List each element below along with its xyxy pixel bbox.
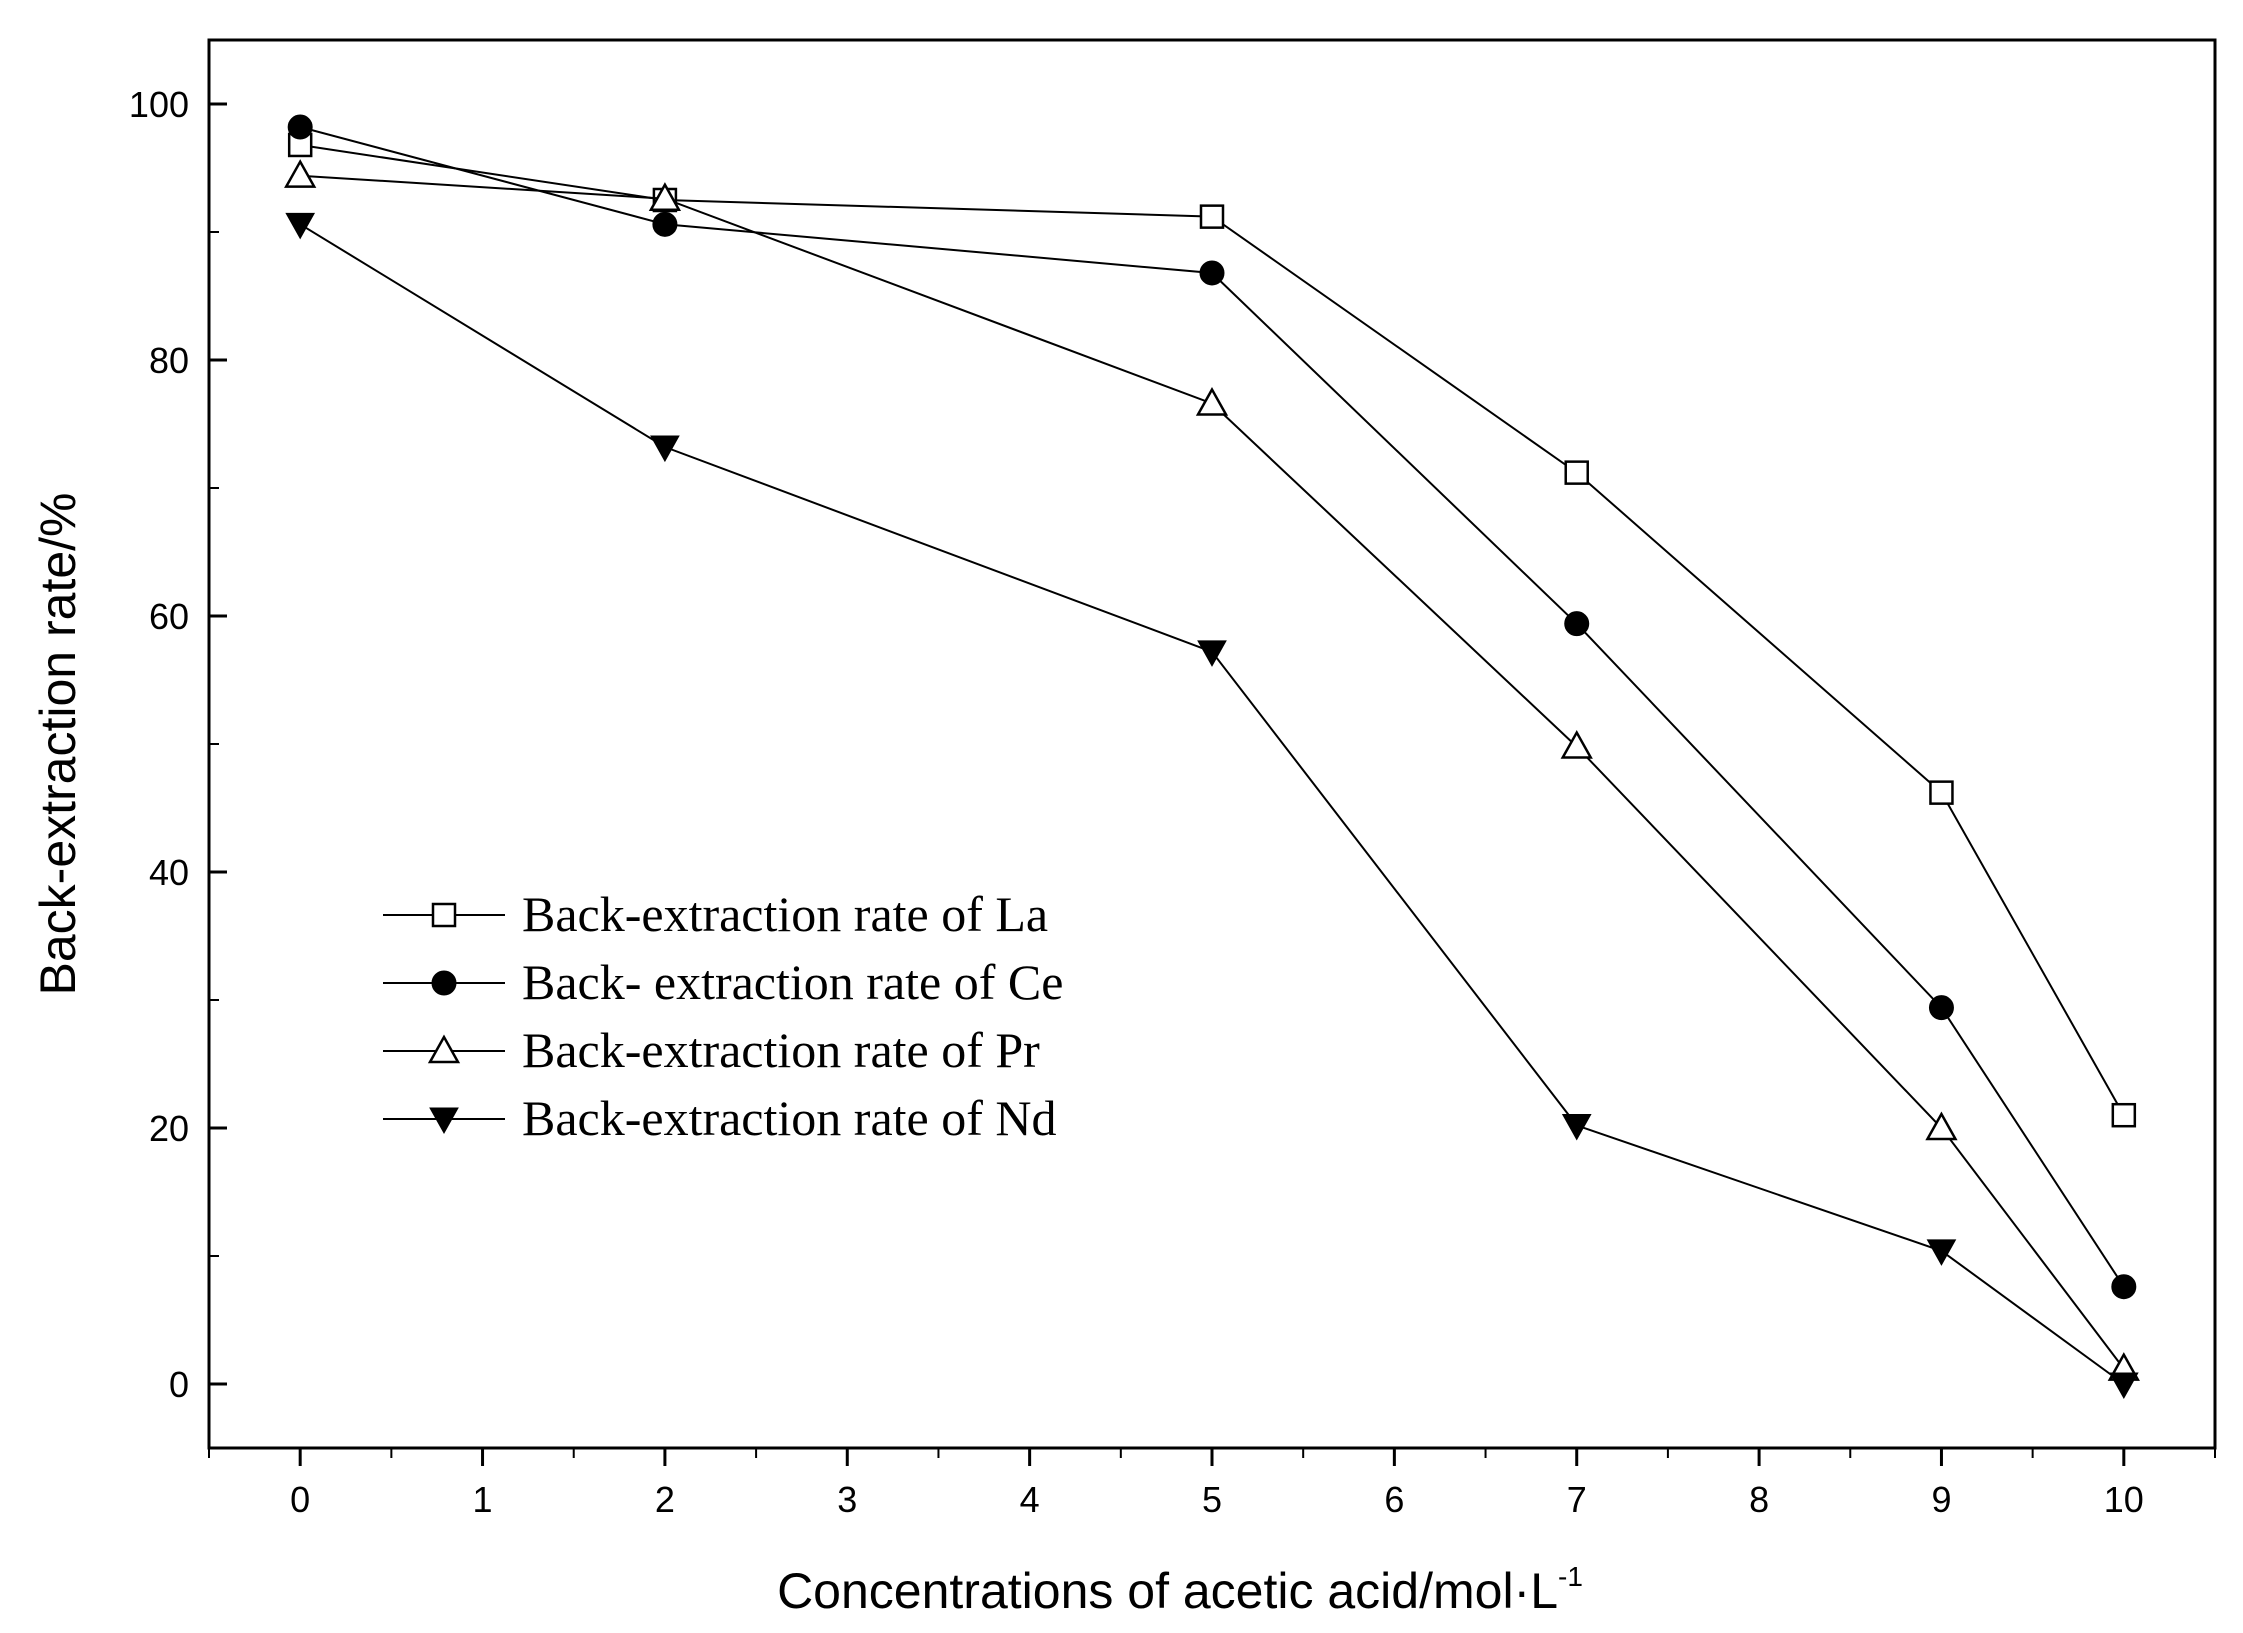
legend-item: Back-extraction rate of La (383, 886, 1048, 942)
series-4 (285, 212, 2139, 1400)
x-tick-label: 2 (655, 1479, 675, 1520)
legend-item: Back- extraction rate of Ce (383, 954, 1063, 1010)
data-point (287, 114, 313, 140)
series-2 (287, 114, 2137, 1300)
data-point (1929, 780, 1954, 805)
series-line (299, 126, 2125, 1288)
y-tick-label: 20 (149, 1108, 189, 1149)
data-point (1925, 1111, 1958, 1141)
x-axis-title-superscript: -1 (1558, 1561, 1583, 1592)
data-point (1564, 460, 1589, 485)
data-point (1561, 1113, 1592, 1141)
y-axis-title: Back-extraction rate/% (30, 493, 86, 996)
x-tick-label: 8 (1749, 1479, 1769, 1520)
data-point (1199, 204, 1225, 229)
data-point (1560, 730, 1593, 759)
y-tick-label: 100 (129, 84, 189, 125)
plot-frame (207, 38, 2217, 1450)
data-point (648, 182, 682, 211)
data-point (650, 435, 680, 463)
series-line (299, 223, 2125, 1385)
y-tick-label: 60 (149, 596, 189, 637)
x-tick-label: 6 (1384, 1479, 1404, 1520)
data-point (1928, 995, 1954, 1021)
data-point (2111, 1102, 2137, 1128)
series-line (300, 174, 2125, 1370)
x-axis-title: Concentrations of acetic acid/mol·L-1 (777, 1561, 1583, 1619)
legend-marker (431, 970, 457, 996)
y-tick-label: 80 (149, 340, 189, 381)
data-point (1195, 386, 1229, 416)
data-point (1197, 640, 1227, 667)
x-tick-label: 10 (2104, 1479, 2144, 1520)
x-axis: 0 1 2 3 4 5 6 7 8 9 10 (208, 1448, 2216, 1520)
data-point (2108, 1372, 2139, 1400)
legend-marker (431, 902, 457, 928)
x-tick-label: 1 (473, 1479, 493, 1520)
legend-label: Back- extraction rate of Ce (522, 954, 1063, 1010)
legend-item: Back-extraction rate of Nd (383, 1090, 1056, 1146)
data-point (284, 159, 317, 188)
data-point (652, 211, 678, 237)
y-axis: 0 20 40 60 80 100 (129, 84, 227, 1405)
x-axis-title-main: Concentrations of acetic acid/mol·L (777, 1563, 1558, 1619)
x-tick-label: 4 (1020, 1479, 1040, 1520)
legend-marker (427, 1034, 461, 1064)
x-tick-label: 7 (1567, 1479, 1587, 1520)
x-tick-label: 3 (837, 1479, 857, 1520)
x-tick-label: 0 (290, 1479, 310, 1520)
y-tick-label: 40 (149, 852, 189, 893)
y-tick-label: 0 (169, 1364, 189, 1405)
data-point (1199, 260, 1225, 286)
data-point (285, 212, 316, 240)
x-tick-label: 5 (1202, 1479, 1222, 1520)
legend-label: Back-extraction rate of La (522, 886, 1048, 942)
data-point (1564, 611, 1590, 637)
x-tick-label: 9 (1931, 1479, 1951, 1520)
data-point (1926, 1239, 1957, 1266)
series-3 (284, 159, 2140, 1381)
legend-label: Back-extraction rate of Pr (522, 1022, 1040, 1078)
data-point (2111, 1274, 2137, 1300)
legend-marker (429, 1107, 459, 1135)
legend: Back-extraction rate of La Back- extracti… (383, 886, 1063, 1146)
legend-item: Back-extraction rate of Pr (383, 1022, 1040, 1078)
series-line (300, 144, 2125, 1116)
legend-label: Back-extraction rate of Nd (522, 1090, 1056, 1146)
series-layer (284, 114, 2140, 1400)
